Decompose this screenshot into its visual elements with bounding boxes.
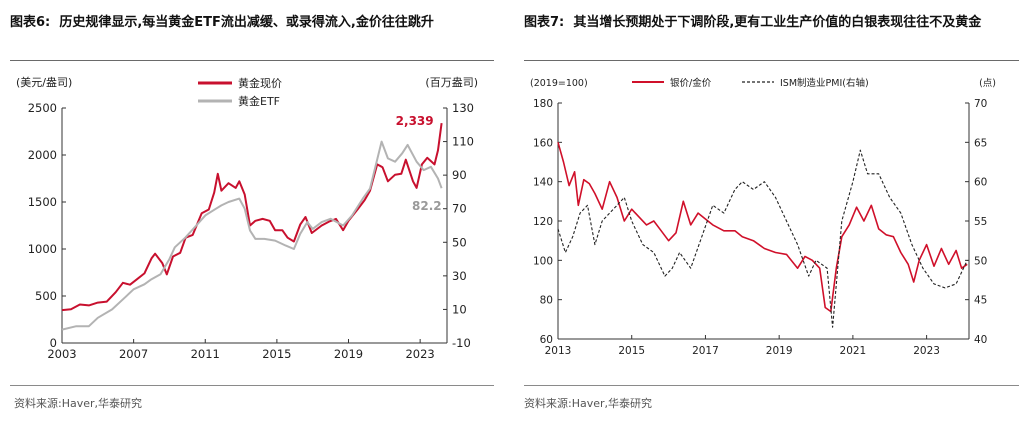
y-tick-label: 1000	[28, 242, 57, 256]
chart-panel-gold-etf: 图表6: 历史规律显示,每当黄金ETF流出减缓、或录得流入,金价往往跳升 0 50…	[0, 0, 500, 423]
y2-tick-label: 50	[452, 235, 467, 249]
figure-label: 图表6:	[10, 15, 51, 30]
y2-tick-label: 70	[452, 202, 467, 216]
right-axis-unit: (百万盎司)	[425, 75, 478, 89]
x-tick-label: 2015	[618, 345, 645, 357]
gold-etf-chart: 0 500 1000 1500 2000 2500 -10 10 30 50 70 90 110 130 2…	[16, 75, 478, 361]
y-tick-label: 180	[533, 98, 553, 110]
y2-tick-label: 70	[974, 98, 987, 110]
chart-title: 图表6: 历史规律显示,每当黄金ETF流出减缓、或录得流入,金价往往跳升	[10, 12, 490, 34]
y-tick-label: 2000	[28, 148, 57, 162]
x-tick-label: 2011	[191, 347, 220, 361]
y-tick-label: 2500	[28, 101, 57, 115]
series-line-2	[61, 140, 443, 331]
y2-tick-label: 55	[974, 216, 987, 228]
x-tick-label: 2023	[405, 347, 434, 361]
y-tick-label: 0	[50, 336, 57, 350]
y-tick-label: 500	[35, 289, 57, 303]
x-tick-label: 2013	[545, 345, 572, 357]
y-tick-label: 60	[540, 334, 553, 346]
legend-label-2: 黄金ETF	[238, 94, 280, 108]
chart-title: 图表7: 其当增长预期处于下调阶段,更有工业生产价值的白银表现往往不及黄金	[524, 12, 1019, 34]
y2-tick-label: 65	[974, 137, 987, 149]
series-line-1	[557, 142, 968, 313]
source-divider	[524, 385, 1019, 386]
y2-tick-label: 130	[452, 101, 474, 115]
title-divider	[524, 60, 1019, 61]
y2-tick-label: 30	[452, 269, 467, 283]
source-divider	[10, 385, 494, 386]
y2-tick-label: 10	[452, 302, 467, 316]
y2-tick-label: 90	[452, 168, 467, 182]
legend-label-1: 银价/金价	[670, 77, 712, 89]
right-axis-unit: (点)	[979, 78, 996, 89]
x-tick-label: 2015	[262, 347, 291, 361]
y-tick-label: 1500	[28, 195, 57, 209]
chart-panel-silver-gold-pmi: 图表7: 其当增长预期处于下调阶段,更有工业生产价值的白银表现往往不及黄金 60…	[520, 0, 1024, 423]
x-tick-label: 2007	[119, 347, 148, 361]
x-tick-label: 2019	[334, 347, 363, 361]
y-tick-label: 140	[533, 177, 553, 189]
y-tick-label: 160	[533, 137, 553, 149]
y2-tick-label: 45	[974, 295, 987, 307]
y-tick-label: 80	[540, 295, 553, 307]
y-tick-label: 120	[533, 216, 553, 228]
y2-tick-label: 60	[974, 177, 987, 189]
y2-tick-label: -10	[452, 336, 471, 350]
source-note: 资料来源:Haver,华泰研究	[524, 397, 653, 410]
x-tick-label: 2019	[766, 345, 793, 357]
figure-label: 图表7:	[524, 15, 565, 30]
x-tick-label: 2003	[47, 347, 76, 361]
y2-tick-label: 40	[974, 334, 987, 346]
title-divider	[10, 60, 494, 61]
series-line-1	[61, 122, 443, 312]
y2-tick-label: 50	[974, 255, 987, 267]
left-axis-unit: (美元/盎司)	[16, 75, 72, 89]
x-tick-label: 2021	[840, 345, 867, 357]
x-tick-label: 2023	[913, 345, 940, 357]
x-tick-label: 2017	[692, 345, 719, 357]
source-note: 资料来源:Haver,华泰研究	[14, 397, 143, 410]
left-axis-unit: (2019=100)	[530, 78, 588, 89]
y2-tick-label: 110	[452, 135, 474, 149]
silver-gold-pmi-chart: 60 80 100 120 140 160 180 40 45 50 55 60 65 70 2013 201…	[530, 77, 996, 357]
data-label-1: 2,339	[396, 114, 434, 128]
series-line-2	[557, 149, 968, 328]
figure-title: 历史规律显示,每当黄金ETF流出减缓、或录得流入,金价往往跳升	[59, 15, 434, 30]
legend-label-1: 黄金现价	[238, 76, 282, 90]
figure-title: 其当增长预期处于下调阶段,更有工业生产价值的白银表现往往不及黄金	[573, 15, 982, 30]
data-label-2: 82.2	[412, 199, 442, 213]
y-tick-label: 100	[533, 255, 553, 267]
legend-label-2: ISM制造业PMI(右轴)	[780, 77, 869, 89]
